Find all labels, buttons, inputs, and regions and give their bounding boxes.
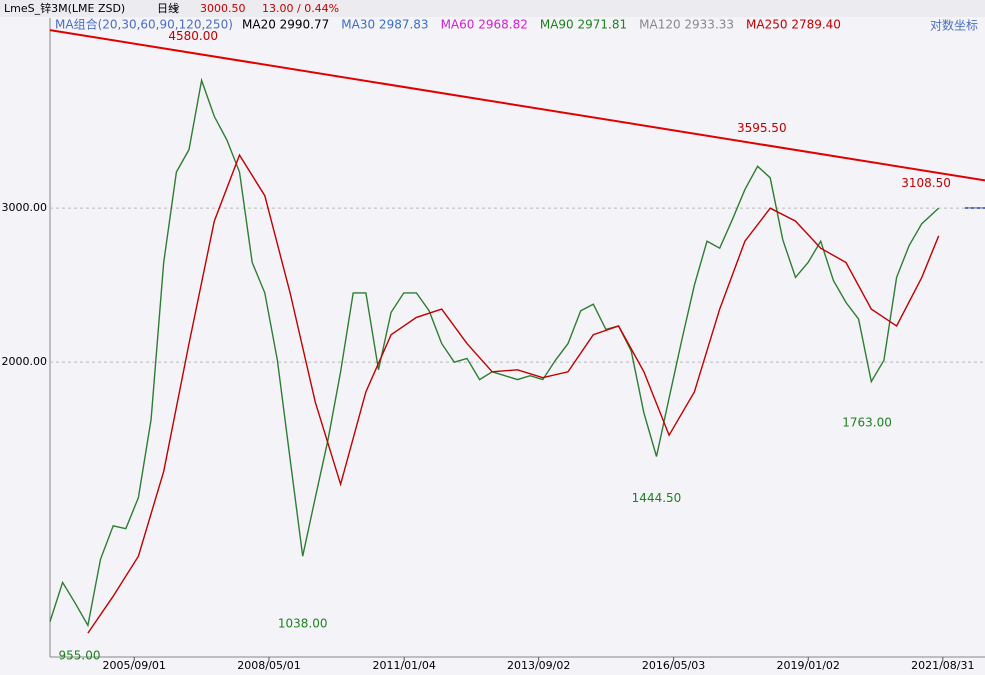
extreme-label: 1038.00 [278,617,328,631]
ma-value: MA30 2987.83 [341,18,428,32]
x-tick-label: 2013/09/02 [507,659,570,672]
period-dropdown[interactable] [170,5,180,11]
extreme-label: 1444.50 [632,491,682,505]
x-tick-label: 2016/05/03 [642,659,705,672]
x-tick-label: 2008/05/01 [237,659,300,672]
extreme-label: 3108.50 [901,176,951,190]
series-line [49,29,985,182]
x-tick-label: 2011/01/04 [372,659,435,672]
extreme-label: 4580.00 [168,29,218,43]
series-line [87,153,940,634]
x-tick-label: 2005/09/01 [103,659,166,672]
ma-group[interactable]: MA组合(20,30,60,90,120,250) [55,17,233,32]
period[interactable]: 日线 [157,1,179,15]
y-tick-label: 2000.00 [2,355,48,368]
ma-value: MA120 2933.33 [639,18,734,32]
x-tick-label: 2021/08/31 [911,659,974,672]
symbol[interactable]: LmeS_锌3M(LME ZSD) [4,1,125,15]
ma-value: MA250 2789.40 [746,18,841,32]
extreme-label: 1763.00 [842,416,892,430]
y-tick-label: 3000.00 [2,201,48,214]
extreme-label: 3595.50 [737,121,787,135]
extreme-label: 955.00 [58,648,100,662]
header-bar [0,0,985,17]
scale-mode[interactable]: 对数坐标 [930,18,978,33]
price: 3000.50 [200,2,246,15]
ma-value: MA90 2971.81 [540,18,627,32]
x-tick-label: 2019/01/02 [777,659,840,672]
change: 13.00 / 0.44% [262,2,339,15]
ma-value: MA60 2968.82 [441,18,528,32]
ma-value: MA20 2990.77 [242,18,329,32]
